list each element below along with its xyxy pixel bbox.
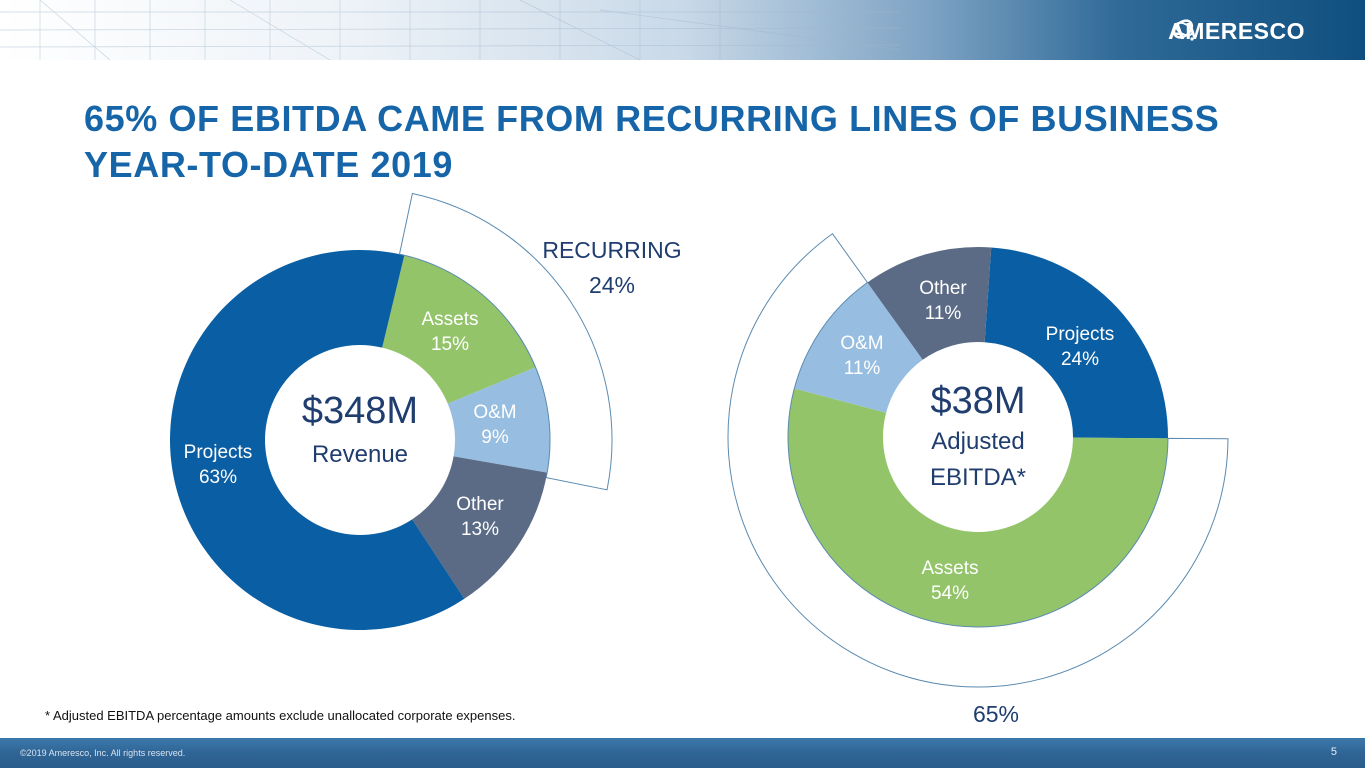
revenue-label-projects: Projects <box>184 442 253 463</box>
page-title: 65% OF EBITDA CAME FROM RECURRING LINES … <box>84 98 1220 185</box>
revenue-label-om: O&M <box>473 402 516 423</box>
adjusted-ebitda-label-projects: Projects <box>1046 324 1115 345</box>
adjusted-ebitda-value-projects: 24% <box>1061 349 1099 370</box>
revenue-slice-assets <box>382 255 536 404</box>
revenue-value-om: 9% <box>481 427 509 448</box>
adjusted-ebitda-recurring-bracket <box>727 233 1229 688</box>
adjusted-ebitda-value-om: 11% <box>844 358 881 379</box>
revenue-value-other: 13% <box>461 519 499 540</box>
ebitda-center-label-line2: EBITDA* <box>930 464 1026 491</box>
adjusted-ebitda-slice-om <box>794 282 923 413</box>
blueprint-background-pattern <box>0 0 901 60</box>
revenue-slice-other <box>412 456 548 599</box>
revenue-slice-om <box>447 367 550 473</box>
header-band: AMERESCO <box>0 0 1365 60</box>
revenue-center-label: Revenue <box>312 441 408 468</box>
revenue-label-other: Other <box>456 494 504 515</box>
adjusted-ebitda-bracket-value: 65% <box>973 701 1019 727</box>
revenue-value-assets: 15% <box>431 334 469 355</box>
adjusted-ebitda-slice-assets <box>788 388 1168 627</box>
revenue-bracket-label: RECURRING <box>542 237 681 263</box>
copyright-text: ©2019 Ameresco, Inc. All rights reserved… <box>20 748 186 758</box>
adjusted-ebitda-slice-other <box>867 247 992 360</box>
revenue-center-value: $348M <box>302 390 418 432</box>
adjusted-ebitda-label-other: Other <box>919 278 967 299</box>
revenue-slice-projects <box>170 250 465 630</box>
footnote: * Adjusted EBITDA percentage amounts exc… <box>45 708 516 723</box>
footer-bar: ©2019 Ameresco, Inc. All rights reserved… <box>0 738 1365 768</box>
adjusted-ebitda-label-assets: Assets <box>921 558 978 579</box>
revenue-recurring-bracket <box>398 192 613 491</box>
revenue-label-assets: Assets <box>421 309 478 330</box>
donut-charts: Assets 15% O&M 9% Other 13% Projects 63% RECURRI… <box>170 192 1229 727</box>
revenue-bracket-value: 24% <box>589 272 635 298</box>
ebitda-center-value: $38M <box>930 380 1025 422</box>
ameresco-orbit-logo-icon <box>1173 19 1194 41</box>
adjusted-ebitda-slice-projects <box>984 247 1168 439</box>
adjusted-ebitda-value-other: 11% <box>925 303 962 324</box>
page-number: 5 <box>1330 746 1337 758</box>
ameresco-logo: AMERESCO <box>1168 15 1305 47</box>
adjusted-ebitda-value-assets: 54% <box>931 583 969 604</box>
revenue-value-projects: 63% <box>199 467 237 488</box>
ebitda-center-label-line1: Adjusted <box>931 428 1024 455</box>
adjusted-ebitda-label-om: O&M <box>840 333 883 354</box>
